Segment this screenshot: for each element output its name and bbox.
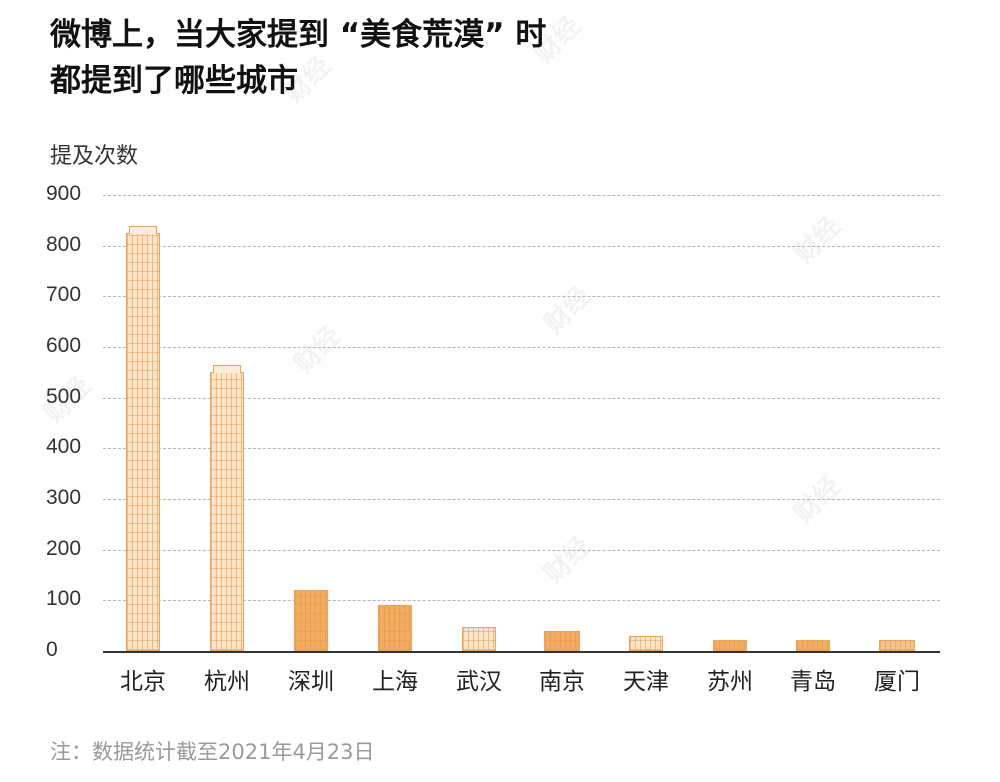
bar-9 [879,639,915,651]
bar-8 [796,639,830,651]
bar-5 [544,630,580,651]
x-tick-label: 厦门 [874,669,920,695]
y-tick-label: 300 [46,486,82,509]
y-tick-label: 200 [46,536,82,560]
x-tick-label: 杭州 [204,669,250,695]
x-tick-label: 北京 [120,669,166,695]
bar-2 [294,590,328,651]
bar-0 [126,226,160,651]
y-tick-label: 800 [46,232,82,256]
y-tick-label: 500 [46,384,82,408]
x-tick-label: 天津 [623,669,669,695]
x-tick-label: 青岛 [790,669,836,695]
y-tick-label: 700 [46,283,82,307]
x-tick-label: 苏州 [707,669,753,695]
chart-title-line-2: 都提到了哪些城市 [50,63,298,99]
x-tick-label: 武汉 [456,669,502,695]
gridline [103,245,940,247]
x-tick-label: 南京 [539,669,585,695]
gridline [103,296,940,298]
gridline [103,448,940,450]
footnote: 注：数据统计截至2021年4月23日 [50,740,375,764]
gridline [103,347,940,348]
x-tick-label: 深圳 [288,669,334,695]
bar-3 [378,605,412,651]
bar-6 [629,635,663,651]
y-tick-label: 100 [46,587,82,611]
y-tick-label: 0 [46,638,58,661]
y-tick-label: 900 [46,182,82,205]
gridline [103,499,940,500]
y-axis-label: 提及次数 [50,144,139,169]
chart-title: 微博上，当大家提到 “美食荒漠” 时 都提到了哪些城市 [50,12,546,104]
x-tick-label: 上海 [372,669,418,695]
gridline [103,397,940,399]
bar-1 [210,365,244,651]
bar-7 [713,639,747,651]
gridline [103,549,940,551]
x-axis-line [103,651,940,653]
gridline [103,195,940,196]
building-top [213,365,241,374]
bar-4 [462,627,496,651]
bar-chart: 0 100 200 300 400 500 600 700 800 900 北京 杭州 深圳 上海 武汉 南京… [46,182,940,695]
y-tick-label: 400 [46,435,82,459]
y-tick-label: 600 [46,334,82,357]
building-top [129,226,157,234]
chart-title-line-1: 微博上，当大家提到 “美食荒漠” 时 [50,17,547,53]
gridline [103,600,940,602]
